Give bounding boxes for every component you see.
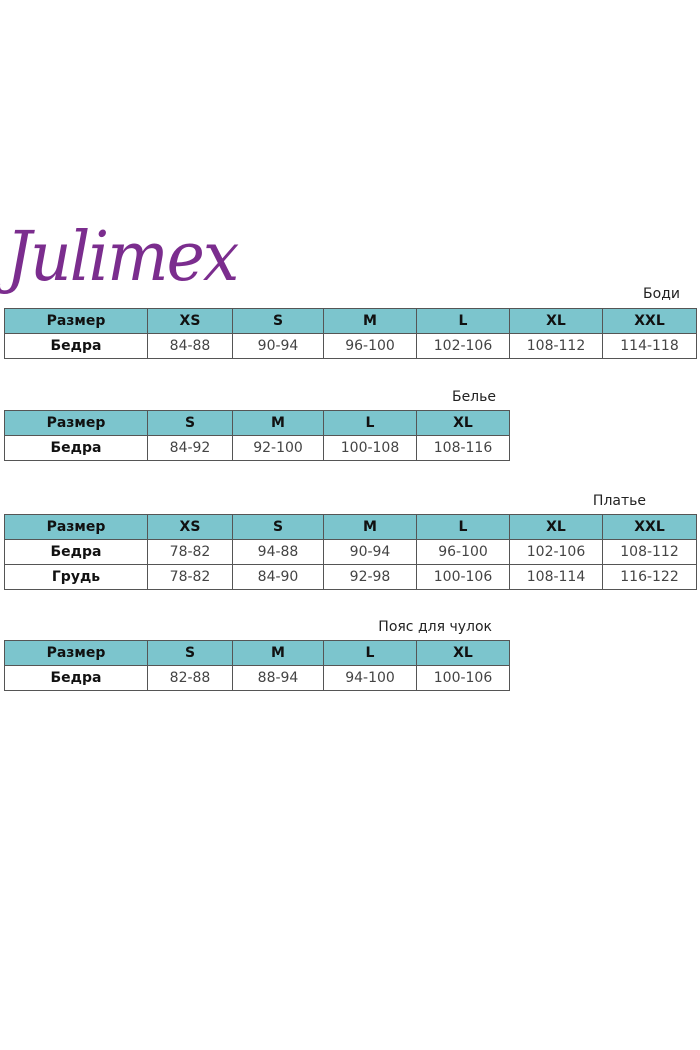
- row-label: Бедра: [4, 435, 148, 461]
- table-cell: S: [232, 308, 324, 334]
- table-cell: XS: [147, 308, 233, 334]
- table-cell: XL: [509, 514, 603, 540]
- table-cell: 88-94: [232, 665, 324, 691]
- table-cell: XL: [416, 410, 510, 436]
- table-cell: M: [323, 514, 417, 540]
- table-cell: 108-112: [509, 333, 603, 359]
- table-title-garter-belt: Пояс для чулок: [378, 619, 492, 635]
- table-cell: 96-100: [323, 333, 417, 359]
- table-cell: 108-114: [509, 564, 603, 590]
- table-cell: 78-82: [147, 564, 233, 590]
- size-table-dress: Размер XS S M L XL XXL Бедра 78-82 94-88 90-94 96-1…: [4, 514, 697, 590]
- table-cell: 84-92: [147, 435, 233, 461]
- row-label: Размер: [4, 308, 148, 334]
- table-cell: 82-88: [147, 665, 233, 691]
- table-cell: S: [232, 514, 324, 540]
- table-cell: 94-100: [323, 665, 417, 691]
- table-cell: 116-122: [602, 564, 697, 590]
- row-label: Грудь: [4, 564, 148, 590]
- table-cell: 90-94: [323, 539, 417, 565]
- row-label: Бедра: [4, 333, 148, 359]
- row-label: Бедра: [4, 665, 148, 691]
- row-label: Размер: [4, 640, 148, 666]
- table-cell: 92-100: [232, 435, 324, 461]
- table-cell: 92-98: [323, 564, 417, 590]
- table-title-bodysuit: Боди: [643, 286, 680, 302]
- table-cell: 114-118: [602, 333, 697, 359]
- header-row: Размер XS S M L XL XXL: [4, 514, 697, 540]
- table-cell: 90-94: [232, 333, 324, 359]
- table-row: Грудь 78-82 84-90 92-98 100-106 108-114 116-12…: [4, 564, 697, 590]
- header-row: Размер S M L XL: [4, 410, 510, 436]
- table-title-lingerie: Белье: [451, 389, 496, 405]
- row-label: Размер: [4, 514, 148, 540]
- table-cell: 84-90: [232, 564, 324, 590]
- table-cell: L: [416, 308, 510, 334]
- table-cell: 108-116: [416, 435, 510, 461]
- table-cell: 102-106: [509, 539, 603, 565]
- table-row: Бедра 78-82 94-88 90-94 96-100 102-106 108-112: [4, 539, 697, 565]
- size-table-lingerie: Размер S M L XL Бедра 84-92 92-100 100-108 108-11…: [4, 410, 510, 461]
- table-cell: 94-88: [232, 539, 324, 565]
- table-cell: XXL: [602, 308, 697, 334]
- size-table-bodysuit: Размер XS S M L XL XXL Бедра 84-88 90-94 96-100 102…: [4, 308, 697, 359]
- table-cell: XS: [147, 514, 233, 540]
- table-cell: XXL: [602, 514, 697, 540]
- row-label: Размер: [4, 410, 148, 436]
- julimex-logo: Julimex: [6, 218, 239, 297]
- table-cell: S: [147, 410, 233, 436]
- header-row: Размер S M L XL: [4, 640, 510, 666]
- table-cell: 100-108: [323, 435, 417, 461]
- size-table-garter-belt: Размер S M L XL Бедра 82-88 88-94 94-100 100-106: [4, 640, 510, 691]
- table-title-dress: Платье: [592, 493, 646, 509]
- table-cell: 100-106: [416, 564, 510, 590]
- table-cell: 96-100: [416, 539, 510, 565]
- table-cell: 100-106: [416, 665, 510, 691]
- table-row: Бедра 82-88 88-94 94-100 100-106: [4, 665, 510, 691]
- table-row: Бедра 84-88 90-94 96-100 102-106 108-112 114-1…: [4, 333, 697, 359]
- table-cell: L: [416, 514, 510, 540]
- table-row: Бедра 84-92 92-100 100-108 108-116: [4, 435, 510, 461]
- table-cell: XL: [416, 640, 510, 666]
- header-row: Размер XS S M L XL XXL: [4, 308, 697, 334]
- table-cell: 108-112: [602, 539, 697, 565]
- table-cell: L: [323, 410, 417, 436]
- table-cell: L: [323, 640, 417, 666]
- row-label: Бедра: [4, 539, 148, 565]
- table-cell: M: [232, 640, 324, 666]
- table-cell: 84-88: [147, 333, 233, 359]
- table-cell: 78-82: [147, 539, 233, 565]
- table-cell: M: [323, 308, 417, 334]
- table-cell: S: [147, 640, 233, 666]
- table-cell: 102-106: [416, 333, 510, 359]
- table-cell: M: [232, 410, 324, 436]
- table-cell: XL: [509, 308, 603, 334]
